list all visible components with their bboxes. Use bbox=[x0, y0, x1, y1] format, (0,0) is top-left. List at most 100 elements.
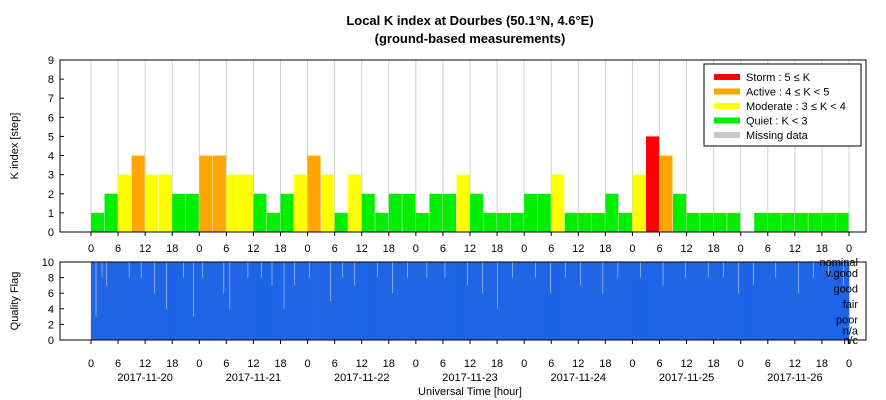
quality-bar bbox=[133, 262, 135, 340]
k-bar bbox=[727, 212, 741, 232]
quality-bar bbox=[593, 262, 595, 340]
quality-bar bbox=[585, 262, 587, 340]
quality-bar bbox=[622, 262, 624, 340]
quality-bar bbox=[406, 277, 408, 340]
quality-bar bbox=[555, 262, 557, 340]
quality-bar bbox=[654, 262, 657, 340]
quality-bar bbox=[379, 262, 381, 340]
quality-bar bbox=[636, 262, 638, 340]
quality-bar bbox=[272, 262, 274, 340]
quality-bar bbox=[283, 308, 285, 340]
quality-xtick-label: 0 bbox=[846, 358, 852, 370]
quality-bar bbox=[144, 262, 146, 340]
quality-bar bbox=[189, 262, 191, 340]
quality-bar bbox=[314, 262, 316, 340]
quality-bar bbox=[200, 262, 202, 340]
quality-bar bbox=[169, 262, 172, 340]
quality-bar bbox=[633, 262, 635, 340]
quality-bar bbox=[488, 262, 490, 340]
quality-xtick-label: 0 bbox=[305, 358, 311, 370]
quality-bar bbox=[424, 262, 426, 340]
quality-bar bbox=[842, 285, 845, 340]
quality-bar bbox=[356, 262, 358, 340]
quality-bar bbox=[560, 262, 562, 340]
quality-bar bbox=[245, 262, 247, 340]
quality-bar bbox=[495, 262, 497, 340]
quality-bar bbox=[112, 262, 114, 340]
quality-bar bbox=[499, 262, 501, 340]
quality-bar bbox=[240, 262, 242, 340]
quality-bar bbox=[476, 262, 478, 340]
quality-bar bbox=[308, 262, 310, 340]
quality-bar bbox=[748, 262, 750, 340]
quality-bar bbox=[603, 262, 605, 340]
quality-bar bbox=[451, 262, 454, 340]
quality-bar bbox=[768, 262, 770, 340]
quality-bar bbox=[227, 262, 229, 340]
quality-bar bbox=[223, 293, 225, 340]
quality-bar bbox=[276, 262, 278, 340]
quality-bar bbox=[454, 262, 457, 340]
quality-bar bbox=[755, 262, 757, 340]
quality-bar bbox=[520, 262, 522, 340]
quality-bar bbox=[307, 262, 309, 340]
quality-bar bbox=[827, 262, 829, 340]
quality-bar bbox=[434, 262, 436, 340]
quality-bar bbox=[651, 262, 653, 340]
quality-bar bbox=[394, 262, 396, 340]
quality-bar bbox=[542, 262, 544, 340]
quality-bar bbox=[507, 262, 509, 340]
quality-bar bbox=[541, 262, 543, 340]
quality-bar bbox=[653, 262, 655, 340]
quality-bar bbox=[211, 262, 213, 340]
quality-bar bbox=[444, 277, 446, 340]
quality-bar bbox=[784, 262, 786, 340]
quality-bar bbox=[301, 262, 303, 340]
quality-bar bbox=[469, 262, 471, 340]
quality-bar bbox=[334, 262, 336, 340]
quality-bar bbox=[165, 262, 167, 340]
quality-bar bbox=[683, 262, 685, 340]
quality-bar bbox=[166, 262, 169, 340]
quality-bar bbox=[213, 262, 215, 340]
k-bar bbox=[415, 212, 429, 232]
quality-bar bbox=[109, 262, 111, 340]
k-bar bbox=[470, 193, 484, 232]
quality-bar bbox=[706, 262, 708, 340]
quality-bar bbox=[188, 262, 190, 340]
quality-bar bbox=[664, 262, 666, 340]
quality-bar bbox=[628, 262, 630, 340]
quality-bar bbox=[572, 262, 574, 340]
quality-bar bbox=[780, 262, 782, 340]
quality-bar bbox=[428, 262, 430, 340]
quality-bar bbox=[339, 262, 341, 340]
quality-bar bbox=[810, 262, 812, 340]
quality-bar bbox=[830, 262, 833, 340]
quality-bar bbox=[413, 262, 415, 340]
quality-bar bbox=[382, 262, 384, 340]
quality-bar bbox=[485, 262, 487, 340]
quality-bar bbox=[739, 262, 741, 340]
quality-bar bbox=[821, 262, 823, 340]
quality-bar bbox=[565, 262, 567, 340]
quality-bar bbox=[171, 262, 173, 340]
quality-bar bbox=[366, 262, 369, 340]
quality-bar bbox=[266, 262, 269, 340]
k-plot-frame bbox=[59, 59, 867, 233]
quality-bar bbox=[599, 262, 601, 340]
legend-label: Quiet : K < 3 bbox=[746, 116, 807, 128]
k-bar bbox=[483, 212, 497, 232]
quality-bar bbox=[845, 262, 847, 340]
k-bar bbox=[321, 174, 335, 232]
quality-bar bbox=[239, 262, 241, 340]
quality-bar bbox=[187, 262, 189, 340]
quality-bar bbox=[518, 262, 520, 340]
quality-bar bbox=[470, 262, 472, 340]
k-xtick-label: 18 bbox=[274, 243, 286, 255]
quality-bar bbox=[575, 262, 577, 340]
quality-bar bbox=[142, 262, 144, 340]
quality-bar bbox=[418, 262, 420, 340]
quality-bar bbox=[306, 262, 308, 340]
quality-bar bbox=[558, 262, 560, 340]
quality-bar bbox=[332, 262, 334, 340]
